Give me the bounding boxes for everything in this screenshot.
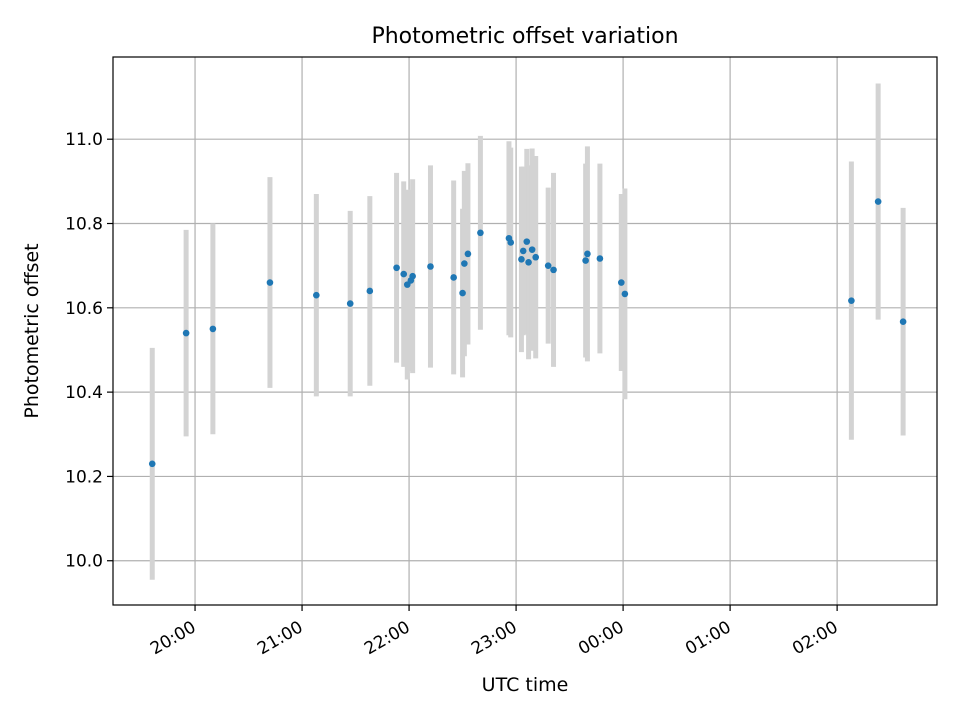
data-point xyxy=(450,274,457,281)
y-tick-label: 10.4 xyxy=(65,383,103,403)
data-point xyxy=(523,238,531,245)
data-point xyxy=(409,272,416,280)
data-point xyxy=(899,318,907,326)
data-point xyxy=(393,264,400,272)
chart-title: Photometric offset variation xyxy=(371,24,678,49)
data-point xyxy=(618,279,625,286)
y-tick-label: 10.6 xyxy=(65,299,103,319)
data-point xyxy=(477,229,484,237)
data-point xyxy=(313,291,320,299)
data-point xyxy=(525,258,532,266)
data-point xyxy=(550,266,557,274)
data-point xyxy=(874,198,882,205)
data-point xyxy=(464,250,472,258)
data-points xyxy=(148,198,907,468)
y-tick-label: 11.0 xyxy=(65,130,103,150)
data-point xyxy=(582,257,589,264)
data-point xyxy=(848,297,855,304)
data-point xyxy=(528,246,536,253)
data-point xyxy=(346,300,354,307)
data-point xyxy=(596,255,604,262)
data-point xyxy=(507,239,515,246)
data-point xyxy=(519,247,527,255)
y-axis-label: Photometric offset xyxy=(21,243,43,418)
data-point xyxy=(182,329,190,337)
data-point xyxy=(459,289,466,297)
y-axis-ticks: 10.0 10.2 10.4 10.6 10.8 11.0 xyxy=(65,130,113,572)
data-point xyxy=(544,262,552,269)
data-point xyxy=(400,270,408,278)
data-point xyxy=(518,256,525,263)
data-point xyxy=(209,325,217,333)
data-point xyxy=(461,260,468,267)
data-point xyxy=(366,287,374,295)
data-point xyxy=(427,263,434,270)
data-point xyxy=(532,253,540,261)
plot-frame xyxy=(112,56,938,606)
y-tick-label: 10.8 xyxy=(65,215,103,235)
data-point xyxy=(266,279,274,286)
data-point xyxy=(621,290,629,298)
data-point xyxy=(584,250,591,258)
x-axis-label: UTC time xyxy=(482,674,569,696)
data-point xyxy=(148,460,156,468)
y-tick-label: 10.0 xyxy=(65,552,103,572)
y-tick-label: 10.2 xyxy=(65,467,103,487)
